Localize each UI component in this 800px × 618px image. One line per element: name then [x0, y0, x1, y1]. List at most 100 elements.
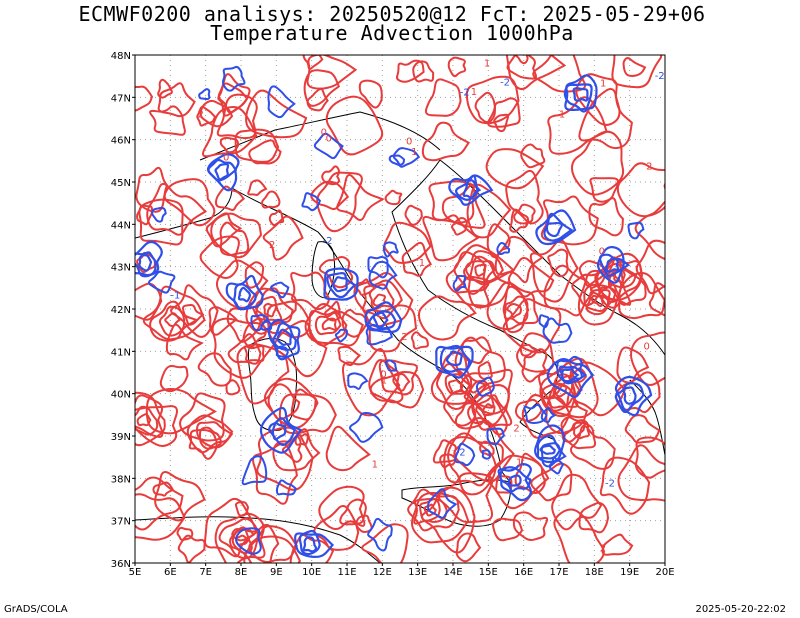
positive-contour — [177, 534, 206, 563]
contour-label: 0 — [380, 370, 386, 381]
lat-tick-label: 37N — [111, 517, 131, 528]
contour-label: 2 — [513, 423, 519, 434]
negative-contour — [475, 376, 495, 397]
lat-tick-label: 47N — [111, 93, 131, 104]
negative-contour — [138, 253, 153, 272]
lat-tick-label: 39N — [111, 432, 131, 443]
positive-contour — [552, 373, 574, 407]
negative-contour — [382, 241, 399, 258]
negative-contour — [276, 328, 292, 346]
positive-contour — [159, 365, 189, 393]
positive-contour — [502, 285, 530, 334]
positive-contour — [444, 373, 471, 395]
contour-label: 2 — [198, 109, 204, 120]
positive-contour — [369, 371, 425, 409]
positive-contour — [578, 502, 610, 534]
negative-contour — [372, 311, 389, 329]
positive-contour — [495, 475, 513, 494]
negative-contour — [445, 350, 463, 367]
negative-contour — [536, 434, 562, 460]
contour-label: 0 — [326, 134, 332, 145]
positive-contour — [578, 88, 633, 150]
negative-contour — [454, 442, 476, 467]
contour-label: 0 — [644, 341, 650, 352]
negative-contour — [259, 406, 303, 454]
negative-contour — [543, 212, 574, 242]
contour-label: 2 — [646, 161, 652, 172]
negative-contour — [558, 365, 588, 385]
positive-contour — [482, 403, 496, 417]
positive-contour — [506, 302, 523, 319]
negative-contour — [540, 406, 557, 424]
lon-tick-label: 12E — [373, 567, 392, 578]
positive-contour — [176, 526, 194, 541]
contour-label: 1 — [381, 376, 387, 387]
positive-contour — [243, 535, 302, 563]
contour-label: -2 — [460, 87, 470, 98]
positive-contour — [157, 78, 173, 99]
negative-contour — [496, 242, 511, 256]
positive-contour — [205, 212, 243, 248]
negative-contour — [556, 355, 583, 383]
positive-contour — [229, 526, 253, 554]
negative-contour — [538, 314, 550, 329]
contour-label: 1 — [471, 513, 477, 524]
positive-contour — [509, 208, 530, 233]
negative-contour — [275, 345, 289, 358]
positive-contour — [588, 197, 624, 237]
contour-label: 0 — [321, 127, 327, 138]
positive-contour — [341, 347, 401, 417]
positive-contour — [477, 361, 493, 380]
positive-contour — [219, 221, 250, 257]
positive-contour — [255, 287, 294, 324]
negative-contour — [367, 256, 389, 279]
lon-tick-label: 16E — [514, 567, 533, 578]
positive-contour — [142, 285, 206, 341]
positive-contour — [325, 95, 384, 156]
contour-label: 2 — [269, 240, 275, 251]
positive-contour — [543, 264, 595, 317]
positive-contour — [611, 55, 663, 89]
positive-contour — [486, 281, 539, 331]
positive-contour — [445, 250, 486, 294]
negative-contour — [233, 283, 257, 310]
contour-label: -2 — [500, 78, 510, 89]
positive-contour — [138, 198, 184, 246]
positive-contour — [590, 294, 605, 308]
negative-contour — [302, 536, 318, 553]
positive-contour — [272, 428, 321, 472]
negative-contour — [367, 310, 397, 331]
contour-label: 2 — [600, 543, 606, 554]
negative-contour — [614, 375, 653, 417]
positive-contour — [199, 99, 234, 128]
contour-label: 0 — [223, 153, 229, 164]
positive-contour — [152, 481, 175, 497]
negative-contour — [499, 466, 532, 493]
negative-contour — [392, 147, 421, 168]
negative-contour — [598, 253, 631, 278]
credit-label: GrADS/COLA — [4, 604, 68, 615]
positive-contour — [422, 214, 480, 262]
negative-contour — [542, 317, 573, 344]
contour-label: 0 — [599, 247, 605, 258]
negative-contour — [237, 286, 252, 303]
positive-contour — [188, 428, 218, 460]
positive-contour — [447, 432, 498, 496]
positive-contour — [219, 136, 240, 154]
positive-contour — [210, 212, 263, 259]
positive-contour — [308, 309, 348, 347]
positive-contour — [196, 105, 217, 127]
positive-contour — [341, 308, 369, 338]
positive-contour — [436, 363, 473, 410]
lat-tick-label: 44N — [111, 220, 131, 231]
positive-contour — [157, 82, 196, 118]
positive-contour — [519, 343, 541, 357]
lon-tick-label: 9E — [270, 567, 283, 578]
positive-contour — [447, 379, 464, 395]
lon-tick-label: 11E — [337, 567, 356, 578]
positive-contour — [547, 96, 608, 155]
contour-label: 2 — [401, 332, 407, 343]
lon-tick-label: 6E — [164, 567, 177, 578]
positive-contour — [401, 241, 433, 277]
negative-contour — [270, 281, 290, 299]
